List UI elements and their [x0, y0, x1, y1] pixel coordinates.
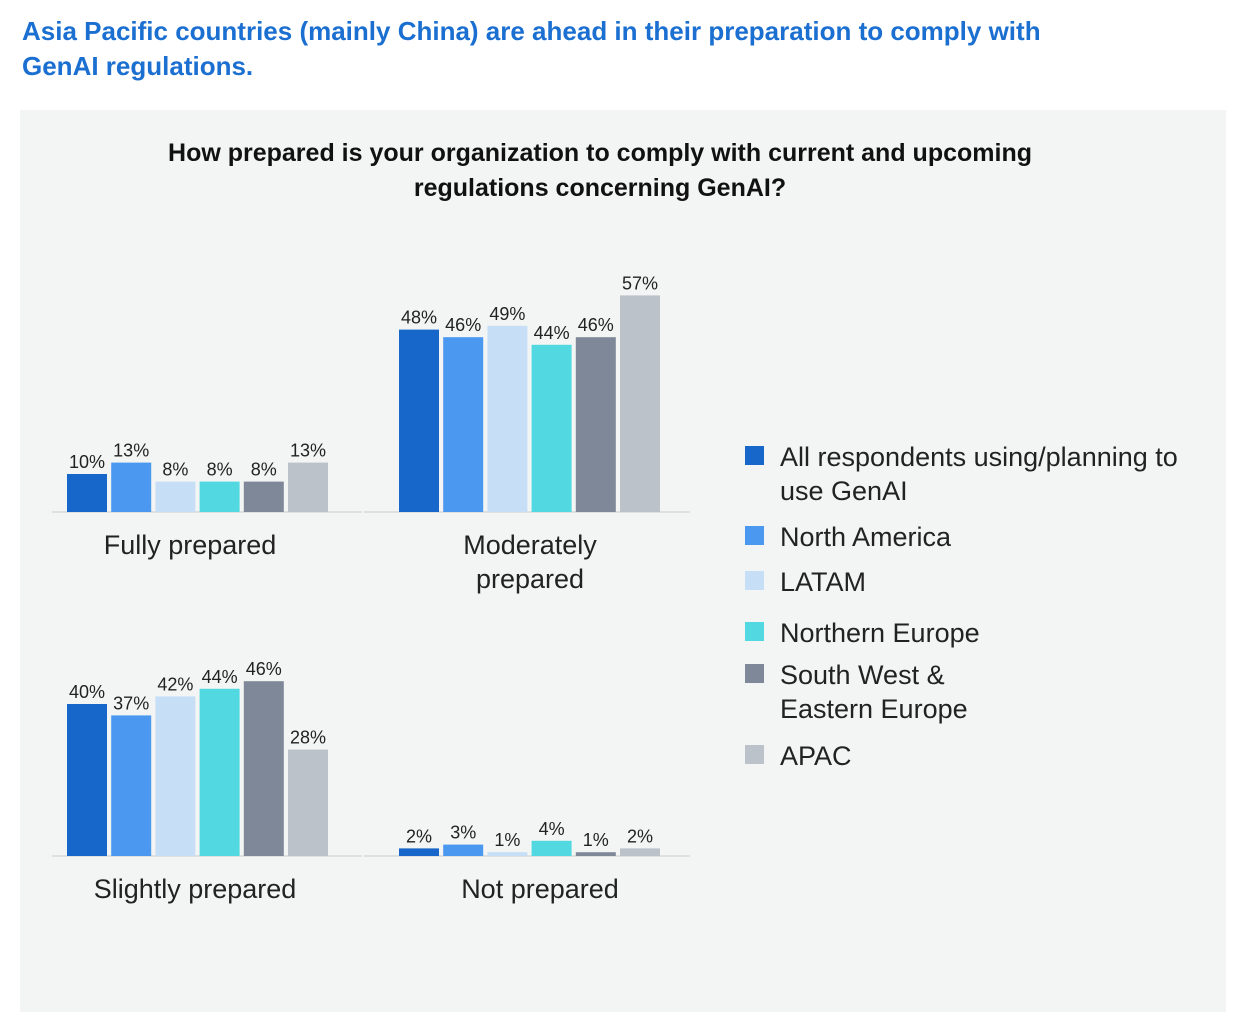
bar — [243, 481, 284, 512]
bar — [199, 481, 240, 512]
legend-swatch — [745, 622, 764, 641]
data-label: 13% — [290, 441, 326, 461]
data-label: 46% — [246, 659, 282, 679]
bar — [67, 704, 107, 856]
bar — [620, 295, 660, 512]
data-label: 44% — [534, 323, 570, 343]
bar — [620, 848, 660, 856]
bar — [575, 852, 616, 856]
legend-swatch — [745, 446, 764, 465]
category-label-not-prepared: Not prepared — [461, 874, 619, 904]
data-label: 2% — [627, 826, 653, 846]
data-label: 42% — [157, 674, 193, 694]
data-label: 8% — [251, 460, 277, 480]
category-label-moderately-prepared: Moderately prepared — [463, 530, 597, 594]
category-label-fully-prepared: Fully prepared — [103, 530, 277, 560]
bar — [399, 329, 439, 512]
data-label: 8% — [207, 460, 233, 480]
data-label: 4% — [539, 819, 565, 839]
bar — [443, 337, 484, 512]
data-label: 40% — [69, 682, 105, 702]
data-label: 1% — [583, 830, 609, 850]
data-label: 13% — [113, 441, 149, 461]
bar — [531, 840, 572, 856]
bar — [111, 715, 152, 856]
data-label: 3% — [450, 823, 476, 843]
bar — [288, 462, 328, 512]
bar — [487, 852, 528, 856]
legend-swatch — [745, 526, 764, 545]
headline: Asia Pacific countries (mainly China) ar… — [22, 16, 1041, 81]
bar — [243, 681, 284, 856]
data-label: 10% — [69, 452, 105, 472]
bar — [575, 337, 616, 512]
data-label: 2% — [406, 826, 432, 846]
category-label-slightly-prepared: Slightly prepared — [93, 874, 297, 904]
data-label: 46% — [578, 315, 614, 335]
bar — [111, 462, 152, 512]
data-label: 1% — [494, 830, 520, 850]
legend-item-all-respondents: All respondents using/planning to use Ge… — [745, 440, 1200, 508]
data-label: 37% — [113, 693, 149, 713]
chart-title: How prepared is your organization to com… — [168, 139, 1032, 202]
legend-item-sw-eastern-europe: South West & Eastern Europe — [745, 658, 1000, 726]
bar — [531, 344, 572, 512]
bar — [155, 696, 196, 856]
legend-swatch — [745, 745, 764, 764]
legend-swatch — [745, 571, 764, 590]
bar — [399, 848, 439, 856]
data-label: 48% — [401, 308, 437, 328]
bar — [155, 481, 196, 512]
bar — [67, 474, 107, 512]
bar — [443, 844, 484, 856]
legend-item-latam: LATAM — [745, 565, 1200, 599]
data-label: 49% — [489, 304, 525, 324]
legend-item-apac: APAC — [745, 739, 1200, 773]
chart-panel — [20, 110, 1226, 1012]
data-label: 28% — [290, 728, 326, 748]
data-label: 8% — [162, 460, 188, 480]
data-label: 57% — [622, 273, 658, 293]
bar — [288, 749, 328, 856]
data-label: 46% — [445, 315, 481, 335]
bar — [487, 325, 528, 512]
legend-item-north-america: North America — [745, 520, 1200, 554]
data-label: 44% — [202, 667, 238, 687]
legend-item-northern-europe: Northern Europe — [745, 616, 1200, 650]
bar — [199, 688, 240, 856]
legend-swatch — [745, 664, 764, 683]
